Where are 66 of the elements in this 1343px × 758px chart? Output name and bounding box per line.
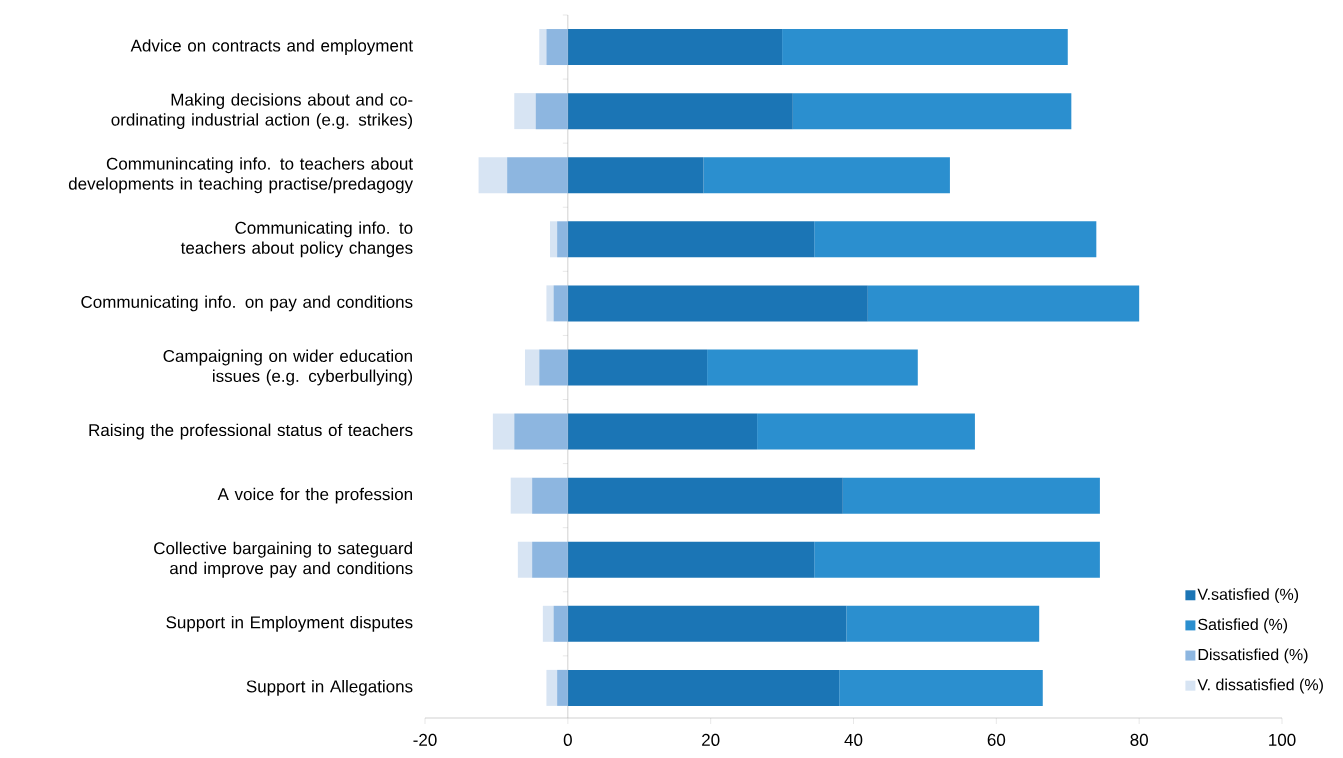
bar [510, 477, 533, 514]
bar [546, 285, 554, 322]
bar [839, 669, 1043, 706]
bar [539, 349, 568, 386]
bar [842, 477, 1100, 514]
bar [535, 93, 568, 130]
y-tick-label: Making decisions about and co-ordinating industrial action (e.g. strikes) [111, 93, 413, 130]
y-tick-label: Advice on contracts and employment [130, 39, 413, 55]
bar [703, 157, 950, 194]
bar [814, 541, 1100, 578]
bar [757, 413, 975, 450]
bar [524, 349, 540, 386]
bar [507, 157, 568, 194]
bar [539, 29, 547, 66]
legend-label: Dissatisfied (%) [1198, 648, 1308, 664]
y-tick-label: Collective bargaining to sateguard and improve pay and conditions [154, 541, 413, 578]
bar [782, 29, 1068, 66]
bar [492, 413, 515, 450]
bar [567, 541, 815, 578]
bar [514, 93, 536, 130]
bar [567, 349, 708, 386]
bar [532, 541, 568, 578]
bar [553, 605, 568, 642]
y-tick-label: Communincating info. to teachers about developments in teaching practise/predagogy [68, 157, 414, 194]
y-tick-label: Communicating info. to teachers about policy changes [180, 221, 413, 258]
bar [567, 285, 868, 322]
bar [846, 605, 1040, 642]
x-tick-label: 80 [1130, 733, 1148, 746]
x-tick-label: 40 [844, 733, 863, 746]
y-tick-label: Support in Employment disputes [166, 615, 413, 632]
y-tick-label: Support in Allegations [246, 679, 413, 696]
legend-label: V. dissatisfied (%) [1197, 678, 1323, 694]
bar [549, 221, 558, 258]
bar [514, 413, 568, 450]
bar [546, 669, 558, 706]
bar [553, 285, 568, 322]
bar [567, 221, 815, 258]
bar [567, 477, 843, 514]
y-tick-label: A voice for the profession [217, 487, 412, 504]
bar [517, 541, 533, 578]
bar [532, 477, 568, 514]
y-tick-label: Raising the professional status of teachers [89, 423, 413, 440]
bar [567, 605, 847, 642]
bar [567, 413, 758, 450]
bar [546, 29, 568, 66]
bar [567, 29, 783, 66]
bar [542, 605, 554, 642]
bar [707, 349, 918, 386]
bar [567, 669, 840, 706]
y-tick-label: Communicating info. on pay and conditions [81, 295, 413, 312]
bar [814, 221, 1097, 258]
bar [557, 221, 568, 258]
x-tick-label: 60 [987, 733, 1006, 746]
bar [792, 93, 1072, 130]
bar [557, 669, 568, 706]
bar [478, 157, 508, 194]
legend-label: Satisfied (%) [1198, 618, 1288, 634]
x-tick-label: 100 [1269, 733, 1296, 746]
bar [867, 285, 1140, 322]
x-tick-label: -20 [413, 733, 437, 746]
x-tick-label: 20 [702, 733, 720, 746]
x-tick-label: 0 [563, 733, 572, 746]
legend-label: V.satisfied (%) [1197, 588, 1299, 604]
y-tick-label: Campaigning on wider education issues (e.g. cyberbullying) [163, 349, 413, 386]
bar [567, 93, 793, 130]
bar [567, 157, 704, 194]
